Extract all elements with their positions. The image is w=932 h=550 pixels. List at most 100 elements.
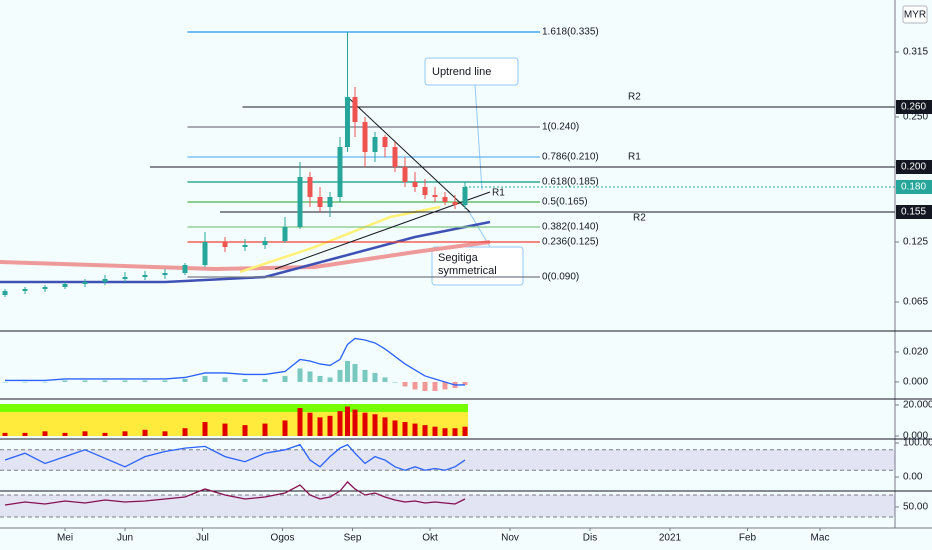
candle-body <box>297 177 303 227</box>
y-tick-label: 0.020 <box>903 347 928 358</box>
histogram-bar <box>382 377 388 382</box>
histogram-bar <box>372 372 378 382</box>
annotation: Uptrend line <box>432 66 491 78</box>
histogram-bar <box>327 377 333 382</box>
candle-body <box>162 273 168 275</box>
candle-body <box>282 227 288 241</box>
histogram-bar <box>282 375 288 382</box>
oscillator-line <box>4 481 466 506</box>
histogram-bar <box>352 363 358 382</box>
candle-body <box>142 275 148 277</box>
y-tick-label: 0.00 <box>903 472 923 483</box>
candle-body <box>432 195 438 197</box>
candle-body <box>327 197 333 207</box>
level-tag-label: 0.260 <box>901 102 926 113</box>
histogram-bar <box>297 368 303 382</box>
x-tick-label: Dis <box>583 533 597 544</box>
x-tick-label: 2021 <box>659 533 682 544</box>
candle-body <box>345 97 350 147</box>
level-tag <box>896 160 932 174</box>
histogram-bar <box>402 381 408 387</box>
bar <box>362 412 368 436</box>
bar <box>102 432 108 436</box>
fib-label: 0.236(0.125) <box>542 237 599 248</box>
bar <box>22 432 28 436</box>
y-tick-label: 0.065 <box>903 297 928 308</box>
histogram-bar <box>362 369 368 382</box>
level-tag <box>896 100 932 114</box>
level-name: R1 <box>628 152 641 163</box>
y-tick-label: 100.00 <box>903 438 932 449</box>
bar <box>372 414 378 436</box>
callout <box>474 84 483 191</box>
histogram-bar <box>162 380 168 382</box>
bar <box>462 426 468 436</box>
bar <box>307 412 313 436</box>
candle-body <box>242 245 248 247</box>
x-tick-label: Jun <box>117 533 133 544</box>
fib-label: 1(0.240) <box>542 122 579 133</box>
bar <box>392 420 398 436</box>
histogram-bar <box>142 380 148 382</box>
histogram-bar <box>42 381 48 383</box>
trendline <box>347 96 471 213</box>
currency: MYR <box>904 10 926 21</box>
candle-body <box>82 282 88 284</box>
moving-average <box>0 220 491 284</box>
fib-label: 0.618(0.185) <box>542 177 599 188</box>
bar <box>182 428 188 436</box>
bars-top <box>0 404 468 412</box>
fib-label: 0.786(0.210) <box>542 152 599 163</box>
bar <box>382 417 388 436</box>
candle-body <box>392 147 398 167</box>
histogram-bar <box>337 369 343 382</box>
level-tag-label: 0.155 <box>901 207 926 218</box>
x-tick-label: Okt <box>422 533 438 544</box>
histogram-bar <box>82 380 88 382</box>
candle-body <box>317 197 323 207</box>
bar <box>352 409 358 436</box>
candle-body <box>402 167 408 182</box>
candle-body <box>182 265 188 273</box>
macd-line <box>5 337 465 386</box>
currency-box[interactable] <box>902 5 928 24</box>
candle-body <box>452 202 458 205</box>
bar <box>2 432 8 436</box>
y-tick-label: 0.250 <box>903 112 928 123</box>
bar <box>412 423 418 436</box>
level-name: R2 <box>633 213 646 224</box>
candle-body <box>337 147 343 197</box>
bar <box>222 423 228 436</box>
y-tick-label: 0.000 <box>903 377 928 388</box>
candle-body <box>352 97 358 122</box>
level-tag <box>896 205 932 219</box>
candle-body <box>42 287 48 289</box>
annotation: Segitiga symmetrical <box>438 252 497 277</box>
oscillator-line <box>4 443 466 471</box>
candle-body <box>62 284 68 287</box>
bar <box>317 417 323 436</box>
bar <box>162 431 168 436</box>
y-tick-label: 50.00 <box>903 502 928 513</box>
candle-body <box>262 241 268 245</box>
histogram-bar <box>202 375 208 382</box>
y-tick-label: 0.315 <box>903 47 928 58</box>
candle-body <box>22 289 28 291</box>
histogram-bar <box>182 378 188 382</box>
x-tick-label: Jul <box>196 533 209 544</box>
histogram-bar <box>392 381 398 383</box>
histogram-bar <box>442 381 448 390</box>
candle-body <box>422 187 428 195</box>
level-tag-label: 0.200 <box>901 162 926 173</box>
bar <box>422 425 428 436</box>
histogram-bar <box>62 380 68 382</box>
annotation-box <box>424 57 519 86</box>
bar <box>402 422 408 436</box>
y-tick-label: 20.000 <box>903 400 932 411</box>
candle-body <box>307 177 313 197</box>
histogram-bar <box>122 380 128 382</box>
fib-label: 1.618(0.335) <box>542 27 599 38</box>
candle-body <box>412 182 418 187</box>
x-tick-label: Mac <box>811 533 830 544</box>
bar <box>42 431 48 436</box>
